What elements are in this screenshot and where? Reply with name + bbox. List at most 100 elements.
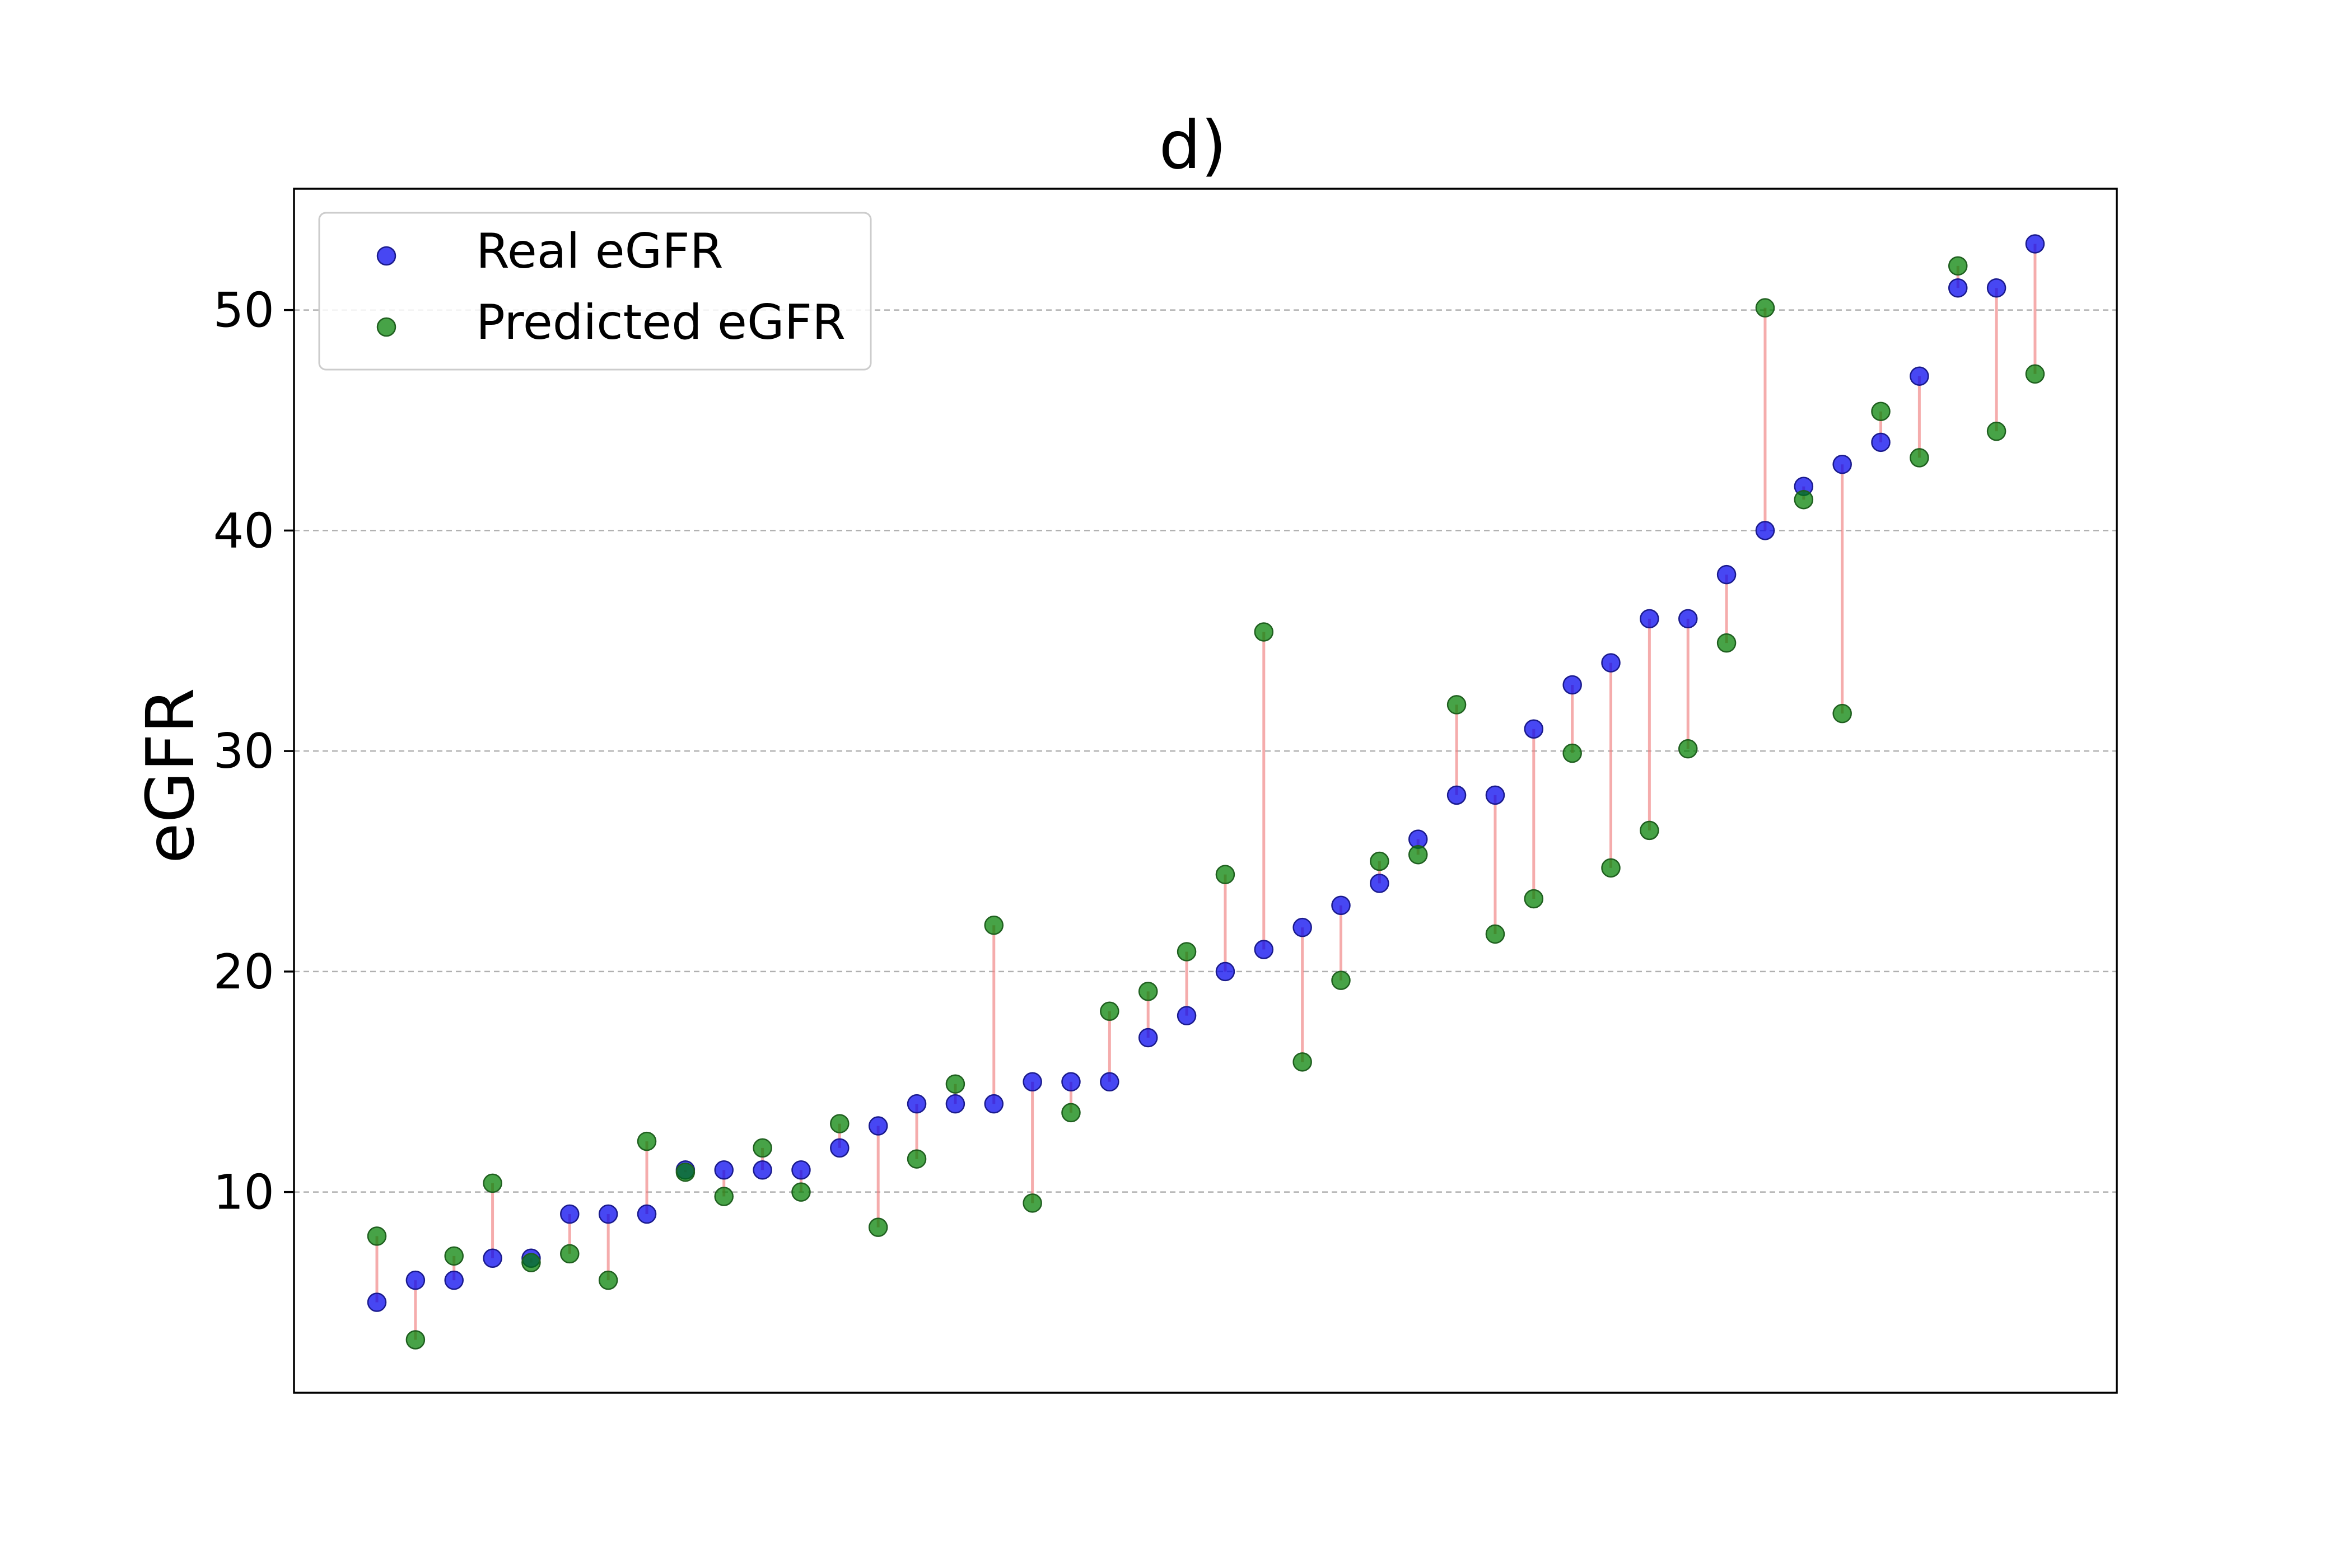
predicted-egfr-point bbox=[1408, 844, 1428, 865]
predicted-egfr-point bbox=[1292, 1052, 1312, 1072]
residual-stems bbox=[375, 244, 2037, 1340]
predicted-egfr-point bbox=[1215, 865, 1235, 884]
real-egfr-point bbox=[1138, 1028, 1158, 1048]
y-tick-label-20: 20 bbox=[213, 944, 274, 1000]
real-egfr-point bbox=[1986, 278, 2006, 298]
real-egfr-point bbox=[1370, 874, 1389, 893]
predicted-egfr-point bbox=[521, 1253, 541, 1272]
predicted-egfr-point bbox=[405, 1330, 426, 1350]
y-tick-label-30: 30 bbox=[213, 724, 274, 780]
real-egfr-point bbox=[1601, 653, 1621, 673]
predicted-egfr-point bbox=[1331, 970, 1351, 990]
real-egfr-point bbox=[1023, 1072, 1042, 1092]
predicted-egfr-point bbox=[1716, 633, 1737, 653]
plot-frame bbox=[293, 188, 2118, 1394]
real-egfr-point bbox=[868, 1116, 888, 1136]
real-egfr-point bbox=[1177, 1006, 1197, 1025]
predicted-egfr-point bbox=[598, 1270, 618, 1290]
real-egfr-point bbox=[1910, 366, 1929, 386]
predicted-egfr-point bbox=[1910, 448, 1929, 468]
real-egfr-point bbox=[830, 1138, 850, 1158]
real-egfr-point bbox=[1254, 940, 1274, 959]
predicted-egfr-point bbox=[868, 1217, 888, 1237]
real-egfr-point bbox=[560, 1204, 580, 1224]
real-egfr-point bbox=[1678, 609, 1698, 629]
real-egfr-point bbox=[1948, 278, 1968, 298]
y-tick-label-50: 50 bbox=[213, 283, 274, 339]
predicted-egfr-point bbox=[1948, 256, 1968, 276]
real-egfr-point bbox=[1716, 564, 1737, 585]
predicted-egfr-point bbox=[1832, 703, 1852, 724]
predicted-egfr-point bbox=[1755, 298, 1775, 318]
predicted-egfr-point bbox=[1446, 695, 1467, 715]
predicted-egfr-points bbox=[367, 256, 2045, 1350]
real-egfr-point bbox=[598, 1204, 618, 1224]
real-egfr-point bbox=[1562, 675, 1582, 695]
real-egfr-point bbox=[1640, 609, 1659, 629]
real-egfr-point bbox=[1524, 719, 1544, 739]
legend-label-predicted: Predicted eGFR bbox=[476, 295, 846, 351]
legend-box bbox=[318, 212, 872, 371]
y-tick-label-10: 10 bbox=[213, 1165, 274, 1221]
real-egfr-point bbox=[1331, 895, 1351, 916]
legend: Real eGFR Predicted eGFR bbox=[318, 212, 872, 371]
real-egfr-point bbox=[1292, 917, 1312, 937]
predicted-egfr-point bbox=[1061, 1103, 1081, 1123]
predicted-egfr-point bbox=[1485, 924, 1505, 944]
real-egfr-point bbox=[984, 1094, 1004, 1114]
real-egfr-point bbox=[1061, 1072, 1081, 1092]
real-egfr-point bbox=[1446, 785, 1467, 805]
y-axis-label: eGFR bbox=[132, 688, 209, 864]
predicted-egfr-point bbox=[444, 1246, 464, 1266]
real-egfr-point bbox=[945, 1094, 965, 1114]
predicted-egfr-point bbox=[1524, 889, 1544, 909]
predicted-egfr-point bbox=[483, 1173, 502, 1193]
real-egfr-points bbox=[367, 234, 2045, 1312]
real-egfr-point bbox=[1485, 785, 1505, 805]
predicted-egfr-point bbox=[945, 1074, 965, 1094]
real-egfr-point bbox=[1215, 962, 1235, 982]
y-tick-label-40: 40 bbox=[213, 503, 274, 559]
predicted-egfr-point bbox=[753, 1138, 772, 1158]
real-egfr-point bbox=[367, 1292, 387, 1312]
real-egfr-point bbox=[907, 1094, 927, 1114]
predicted-egfr-point bbox=[1986, 421, 2006, 441]
y-gridlines bbox=[294, 309, 2117, 1193]
real-egfr-point bbox=[1100, 1072, 1119, 1092]
predicted-egfr-point bbox=[1138, 982, 1158, 1001]
real-egfr-point bbox=[791, 1160, 811, 1180]
predicted-egfr-point bbox=[830, 1114, 850, 1133]
real-egfr-point bbox=[637, 1204, 657, 1224]
real-egfr-point bbox=[714, 1160, 734, 1180]
predicted-egfr-point bbox=[1177, 942, 1197, 962]
real-egfr-point bbox=[483, 1248, 502, 1268]
chart-title: d) bbox=[1159, 106, 1227, 184]
real-egfr-point bbox=[1832, 454, 1852, 474]
real-egfr-point bbox=[1755, 521, 1775, 540]
legend-marker-predicted bbox=[376, 317, 396, 337]
legend-label-real: Real eGFR bbox=[476, 223, 724, 279]
real-egfr-point bbox=[405, 1270, 426, 1290]
predicted-egfr-point bbox=[1601, 858, 1621, 878]
predicted-egfr-point bbox=[1640, 820, 1659, 841]
predicted-egfr-point bbox=[1370, 851, 1389, 871]
predicted-egfr-point bbox=[1254, 622, 1274, 642]
predicted-egfr-point bbox=[1562, 743, 1582, 763]
predicted-egfr-point bbox=[675, 1162, 696, 1182]
predicted-egfr-point bbox=[1871, 402, 1891, 421]
real-egfr-point bbox=[444, 1270, 464, 1290]
predicted-egfr-point bbox=[714, 1187, 734, 1206]
predicted-egfr-point bbox=[1794, 489, 1814, 510]
real-egfr-point bbox=[1871, 432, 1891, 452]
predicted-egfr-point bbox=[1100, 1001, 1119, 1021]
legend-marker-real bbox=[376, 246, 396, 266]
predicted-egfr-point bbox=[2025, 364, 2045, 384]
predicted-egfr-point bbox=[907, 1149, 927, 1169]
predicted-egfr-point bbox=[560, 1244, 580, 1264]
real-egfr-point bbox=[2025, 234, 2045, 254]
predicted-egfr-point bbox=[1023, 1193, 1042, 1213]
y-axis-ticks: 10 20 30 40 50 bbox=[213, 283, 294, 1221]
real-egfr-point bbox=[753, 1160, 772, 1180]
predicted-egfr-point bbox=[367, 1226, 387, 1246]
